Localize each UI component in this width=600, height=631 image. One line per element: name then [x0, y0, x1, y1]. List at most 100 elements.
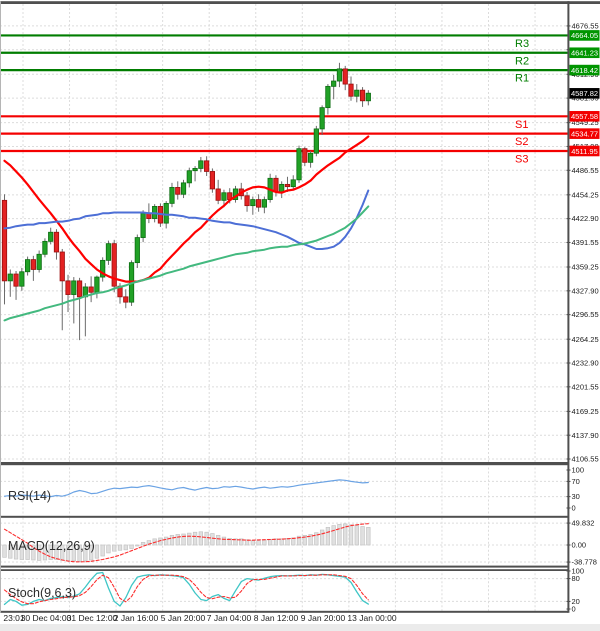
x-axis-label: 2 Jan 16:00 — [114, 613, 159, 623]
x-axis-label: 7 Jan 04:00 — [207, 613, 252, 623]
macd-histogram-bar — [192, 531, 198, 546]
candle-up — [250, 199, 256, 207]
candle-down — [30, 259, 36, 270]
price-axis-labels: 4676.554645.204612.904581.554549.254517.… — [566, 22, 599, 464]
candle-up — [354, 89, 360, 97]
stoch-plot-area[interactable] — [0, 569, 568, 611]
macd-histogram-bar — [88, 544, 94, 561]
candle-down — [1, 199, 8, 282]
candle-down — [59, 251, 65, 282]
candle-down — [88, 286, 94, 293]
candle-up — [42, 240, 48, 255]
candle-down — [111, 243, 117, 287]
macd-histogram-bar — [146, 540, 152, 546]
stoch-d-line — [3, 574, 369, 605]
level-name-R2: R2 — [515, 55, 529, 67]
macd-plot-area[interactable] — [0, 518, 568, 566]
macd-histogram-bar — [175, 534, 180, 546]
macd-histogram-bar — [354, 525, 359, 546]
ma-blue-line — [3, 189, 370, 250]
price-tick-label: 4486.55 — [572, 166, 599, 175]
rsi-plot-area[interactable] — [0, 468, 568, 516]
macd-panel: 49.832 0.00 -38.778 — [2, 519, 597, 567]
candle-down — [204, 160, 210, 172]
candle-up — [71, 280, 77, 295]
macd-histogram-bar — [331, 525, 336, 546]
macd-histogram-bar — [94, 544, 100, 559]
window-bottom-strip — [0, 624, 600, 631]
macd-histogram-bar — [348, 524, 354, 546]
candle-up — [100, 259, 106, 278]
stoch-tick-label: 100 — [572, 567, 585, 576]
main-plot-area[interactable] — [0, 4, 568, 463]
macd-histogram-bar — [123, 544, 128, 551]
candle-up — [261, 199, 267, 208]
level-label-R3-box — [569, 30, 600, 41]
level-label-R1-box — [569, 64, 600, 76]
candle-down — [123, 296, 129, 303]
macd-histogram-bar — [181, 533, 186, 546]
rsi-tick-label: 100 — [572, 466, 585, 475]
candle-down — [255, 199, 262, 208]
candle-down — [244, 195, 250, 207]
macd-signal-line — [3, 523, 369, 563]
macd-histogram-bar — [42, 544, 48, 561]
macd-histogram-bar — [221, 536, 227, 546]
candle-up — [365, 92, 371, 102]
macd-tick-label: 49.832 — [572, 519, 595, 528]
macd-histogram-bar — [169, 534, 175, 546]
candle-up — [296, 148, 302, 181]
rsi-line — [3, 479, 369, 498]
stoch-tick-label: 80 — [572, 574, 580, 583]
x-axis-label: 31 Dec 12:00 — [67, 613, 118, 623]
panel-borders — [0, 1, 600, 613]
candle-up — [36, 253, 42, 270]
level-name-R1: R1 — [515, 73, 529, 85]
macd-histogram-bar — [233, 538, 238, 546]
macd-histogram-bar — [273, 538, 279, 546]
macd-histogram-bar — [13, 544, 19, 560]
candle-up — [221, 192, 227, 201]
candle-down — [342, 68, 348, 85]
price-tick-label: 4137.90 — [572, 431, 599, 440]
level-name-S1: S1 — [515, 119, 528, 131]
candle-down — [209, 171, 215, 190]
level-name-S3: S3 — [515, 153, 528, 165]
candle-up — [198, 160, 204, 169]
macd-histogram-bar — [106, 544, 111, 554]
macd-histogram-bar — [302, 534, 307, 546]
macd-histogram-bar — [54, 544, 59, 560]
level-value-boxes: 4664.05 4641.23 4618.42 4557.58 4534.77 4511.… — [569, 30, 600, 157]
candle-down — [348, 83, 354, 97]
macd-histogram-bar — [210, 533, 215, 546]
macd-histogram-bar — [325, 527, 331, 546]
macd-histogram-bar — [140, 542, 146, 546]
macd-histogram-bar — [187, 532, 192, 546]
price-tick-label: 4422.90 — [572, 214, 599, 223]
macd-histogram-bar — [19, 544, 24, 560]
macd-histogram-bar — [227, 538, 232, 546]
level-label-S3: 4511.95 — [571, 147, 598, 156]
macd-histogram-bar — [117, 544, 123, 551]
level-label-S2: 4534.77 — [571, 129, 598, 138]
macd-histogram-bar — [112, 544, 117, 552]
x-axis-label: 13 Jan 00:00 — [347, 613, 396, 623]
macd-histogram-bar — [314, 532, 319, 546]
candle-up — [325, 85, 331, 109]
price-tick-label: 4169.25 — [572, 407, 599, 416]
x-axis-label: 9 Jan 20:00 — [301, 613, 346, 623]
price-tick-label: 4359.25 — [572, 263, 599, 272]
x-axis-label: 5 Jan 20:00 — [161, 613, 206, 623]
rsi-tick-label: 0 — [572, 504, 576, 513]
macd-histogram-bar — [100, 544, 105, 557]
level-label-S2-box — [569, 128, 600, 139]
macd-histogram-bar — [8, 544, 13, 559]
candle-down — [175, 187, 181, 195]
price-tick-label: 4264.25 — [572, 335, 599, 344]
candle-down — [215, 188, 221, 201]
current-price-label: 4587.82 — [571, 89, 598, 98]
candle-up — [307, 152, 314, 163]
macd-histogram-bar — [48, 544, 53, 560]
ma-green-line — [3, 205, 370, 322]
